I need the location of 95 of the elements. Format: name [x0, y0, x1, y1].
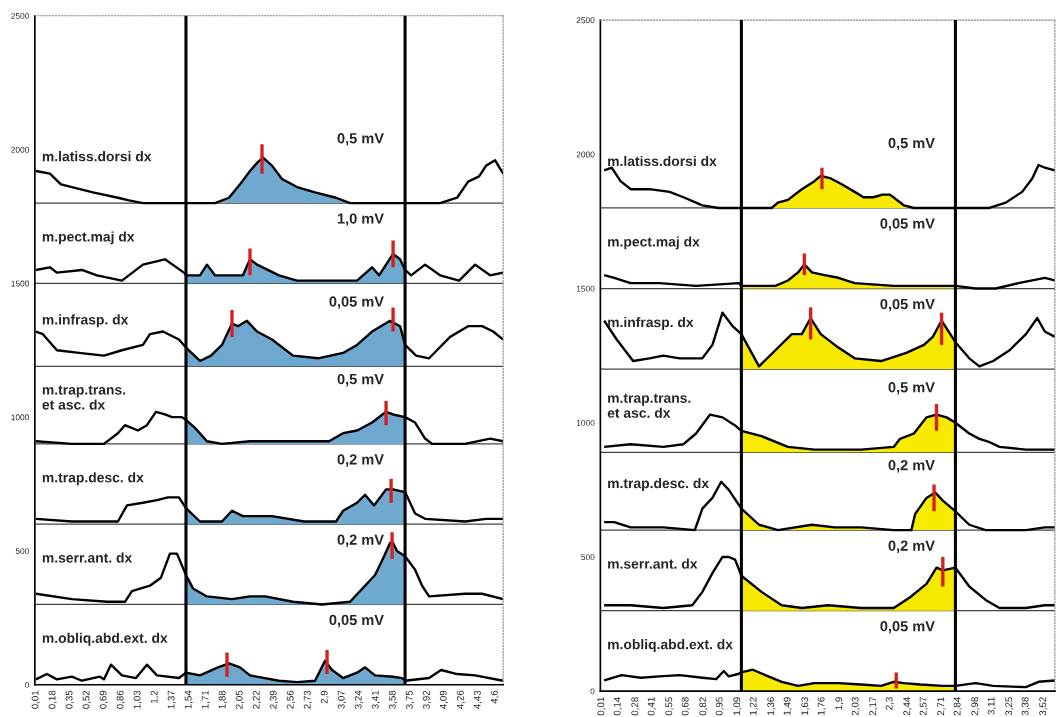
series-label: m.trap.trans. et asc. dx — [607, 393, 691, 418]
x-tick-label: 1,76 — [817, 697, 826, 715]
x-tick-label: 0,28 — [631, 697, 640, 716]
series-label: m.trap.trans. et asc. dx — [42, 385, 126, 410]
y-tick-label: 0 — [25, 681, 29, 688]
x-tick-label: 2,05 — [235, 690, 244, 709]
x-tick-label: 0,95 — [715, 697, 724, 716]
x-tick-label: 0,41 — [647, 697, 656, 716]
annotation: 0,2 mV — [337, 454, 384, 467]
y-tick-label: 0 — [590, 688, 595, 695]
x-tick-label: 0,35 — [65, 690, 74, 709]
x-tick-label: 2,22 — [252, 690, 261, 709]
x-tick-label: 2,17 — [869, 697, 878, 716]
x-tick-label: 1,2 — [150, 690, 159, 704]
x-tick-label: 3,11 — [987, 697, 996, 715]
series-label: m.trap.desc. dx — [42, 472, 144, 486]
x-tick-label: 0,68 — [681, 697, 690, 716]
x-tick-label: 0,52 — [82, 690, 91, 709]
x-tick-label: 2,71 — [937, 697, 946, 716]
annotation: 0,5 mV — [337, 133, 384, 146]
y-tick-label: 2000 — [576, 151, 595, 158]
y-tick-label: 1500 — [576, 285, 595, 292]
annotation: 0,5 mV — [888, 137, 935, 151]
y-tick-label: 1000 — [576, 419, 595, 426]
series-label: m.latiss.dorsi dx — [42, 151, 152, 162]
x-tick-label: 2,9 — [320, 690, 329, 704]
annotation: 0,2 mV — [888, 540, 935, 553]
x-tick-label: 3,38 — [1021, 697, 1030, 716]
series-label: m.obliq.abd.ext. dx — [42, 632, 168, 646]
x-tick-label: 2,57 — [919, 697, 928, 716]
x-tick-label: 0,01 — [597, 697, 606, 716]
x-tick-label: 4,6 — [490, 690, 499, 704]
annotation: 0,2 mV — [888, 459, 935, 473]
x-tick-label: 3,75 — [405, 690, 414, 709]
y-tick-label: 1000 — [11, 414, 29, 421]
x-tick-label: 0,86 — [116, 690, 125, 709]
annotation: 0,5 mV — [888, 382, 935, 395]
x-tick-label: 1,03 — [133, 690, 142, 709]
annotation: 0,2 mV — [337, 534, 384, 547]
x-tick-label: 1,71 — [201, 690, 210, 709]
x-tick-label: 2,3 — [885, 697, 894, 710]
x-tick-label: 0,69 — [99, 690, 108, 709]
y-tick-label: 500 — [15, 548, 29, 555]
annotation: 1,0 mV — [337, 213, 384, 226]
series-label: m.pect.maj dx — [608, 236, 700, 250]
series-label: m.trap.desc. dx — [608, 478, 709, 491]
x-tick-label: 3,24 — [354, 690, 363, 709]
x-tick-label: 0,18 — [48, 690, 57, 709]
x-tick-label: 1,09 — [733, 697, 742, 715]
x-tick-label: 0,55 — [665, 697, 674, 716]
x-tick-label: 3,58 — [388, 690, 397, 709]
y-tick-label: 500 — [581, 554, 595, 561]
x-tick-label: 2,98 — [971, 697, 980, 716]
annotation: 0,05 mV — [329, 614, 384, 628]
x-tick-label: 2,84 — [953, 697, 962, 716]
x-tick-label: 0,01 — [31, 690, 40, 709]
x-tick-label: 3,25 — [1005, 697, 1014, 716]
y-tick-label: 1500 — [11, 280, 29, 287]
x-tick-label: 1,22 — [749, 697, 758, 715]
x-tick-label: 1,54 — [184, 690, 193, 709]
x-tick-label: 1,49 — [783, 697, 792, 715]
x-tick-label: 2,73 — [303, 690, 312, 709]
annotation: 0,05 mV — [880, 218, 935, 231]
x-tick-label: 4,09 — [439, 690, 448, 709]
series-label: m.serr.ant. dx — [42, 552, 133, 563]
series-label: m.latiss.dorsi dx — [608, 155, 717, 167]
x-tick-label: 3,52 — [1039, 697, 1048, 716]
x-tick-label: 2,56 — [286, 690, 295, 709]
x-tick-label: 2,39 — [269, 690, 278, 709]
series-label: m.infrasp. dx — [608, 316, 694, 330]
annotation: 0,05 mV — [329, 296, 384, 309]
x-tick-label: 4,26 — [456, 690, 465, 709]
x-tick-label: 1,88 — [218, 690, 227, 709]
x-tick-label: 3,07 — [337, 690, 346, 709]
x-tick-label: 2,03 — [851, 697, 860, 716]
annotation: 0,5 mV — [337, 373, 384, 387]
series-label: m.infrasp. dx — [42, 314, 129, 328]
x-tick-label: 1,36 — [767, 697, 776, 715]
x-tick-label: 0,14 — [613, 697, 622, 716]
x-tick-label: 2,44 — [903, 697, 912, 716]
series-label: m.obliq.abd.ext. dx — [608, 639, 733, 653]
x-tick-label: 1,63 — [801, 697, 810, 715]
x-tick-label: 1,9 — [835, 697, 844, 710]
y-tick-label: 2500 — [576, 17, 595, 24]
series-label: m.serr.ant. dx — [608, 558, 698, 569]
x-tick-label: 1,37 — [167, 690, 176, 709]
annotation: 0,05 mV — [880, 298, 935, 312]
annotation: 0,05 mV — [880, 621, 935, 634]
y-tick-label: 2000 — [11, 146, 29, 153]
series-label: m.pect.maj dx — [42, 231, 135, 245]
x-tick-label: 3,92 — [422, 690, 431, 709]
x-tick-label: 4,43 — [473, 690, 482, 709]
y-tick-label: 2500 — [11, 12, 29, 19]
x-tick-label: 3,41 — [371, 690, 380, 709]
x-tick-label: 0,82 — [699, 697, 708, 716]
